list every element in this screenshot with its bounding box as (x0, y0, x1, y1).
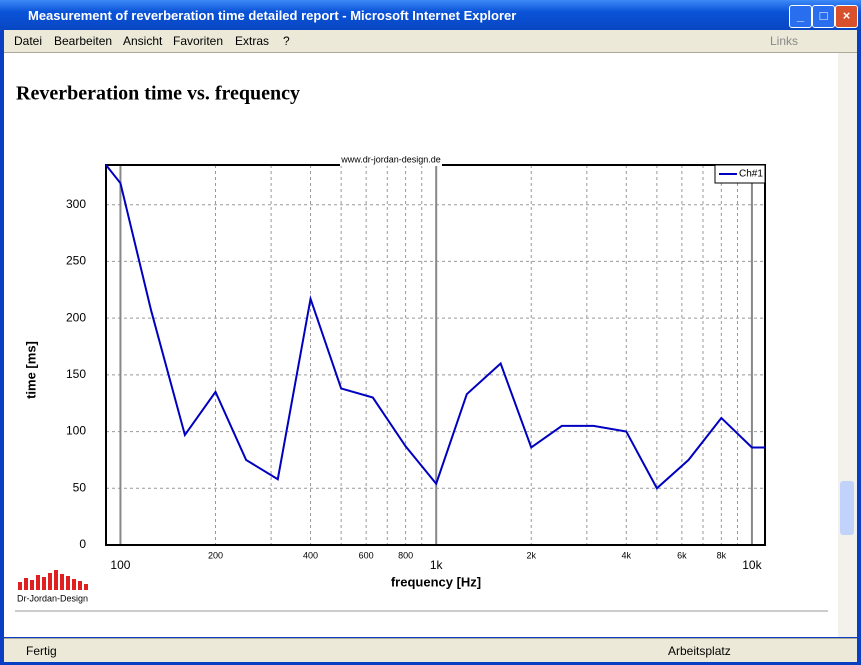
close-button[interactable]: × (835, 5, 858, 28)
legend-label: Ch#1 (739, 169, 763, 180)
title-bar: Measurement of reverberation time detail… (0, 0, 861, 30)
logo-text: Dr-Jordan-Design (17, 593, 88, 603)
x-tick-label: 600 (359, 550, 374, 560)
status-bar: Fertig Arbeitsplatz (4, 638, 857, 662)
logo-graphic (18, 570, 88, 590)
x-tick-label: 8k (717, 550, 727, 560)
links-button[interactable]: Links (770, 34, 799, 48)
y-tick-label: 50 (73, 480, 87, 494)
x-tick-label: 10k (742, 558, 762, 572)
menu-bar: Datei Bearbeiten Ansicht Favoriten Extra… (4, 30, 857, 53)
x-tick-label: 6k (677, 550, 687, 560)
menu-item[interactable]: Ansicht (123, 34, 163, 48)
x-tick-label: 800 (398, 550, 413, 560)
watermark: www.dr-jordan-design.de (340, 154, 441, 164)
data-line (105, 164, 765, 490)
x-tick-label: 200 (208, 550, 223, 560)
menu-item[interactable]: Favoriten (173, 34, 224, 48)
page-content (4, 53, 838, 637)
maximize-button[interactable]: □ (812, 5, 835, 28)
y-tick-label: 300 (66, 197, 86, 211)
heading: Reverberation time vs. frequency (16, 83, 300, 105)
x-tick-label: 100 (110, 558, 130, 572)
watermark-bg (340, 155, 442, 166)
window-title: Measurement of reverberation time detail… (28, 8, 517, 23)
scrollbar[interactable] (838, 53, 857, 637)
y-tick-label: 250 (66, 254, 86, 268)
y-tick-label: 200 (66, 310, 86, 324)
x-tick-label: 4k (622, 550, 632, 560)
scroll-thumb[interactable] (840, 481, 854, 535)
menu-item[interactable]: ? (283, 34, 290, 48)
status-text: Fertig (26, 644, 57, 658)
report: Reverberation time vs. frequency Dr-Jord… (15, 83, 828, 612)
y-tick-label: 100 (66, 424, 86, 438)
y-tick-label: 0 (79, 537, 86, 551)
x-tick-label: 400 (303, 550, 318, 560)
menu-item[interactable]: Datei (14, 34, 43, 48)
menu-item[interactable]: Bearbeiten (54, 34, 113, 48)
x-tick-label: 1k (430, 558, 444, 572)
y-tick-label: 150 (66, 367, 86, 381)
legend-box (714, 164, 766, 184)
y-axis-label: time [ms] (23, 341, 38, 399)
x-axis-label: frequency [Hz] (391, 574, 481, 589)
x-tick-label: 2k (526, 550, 536, 560)
minimize-button[interactable]: _ (789, 5, 812, 28)
menu-item[interactable]: Extras (235, 34, 270, 48)
zone-text: Arbeitsplatz (668, 644, 731, 658)
